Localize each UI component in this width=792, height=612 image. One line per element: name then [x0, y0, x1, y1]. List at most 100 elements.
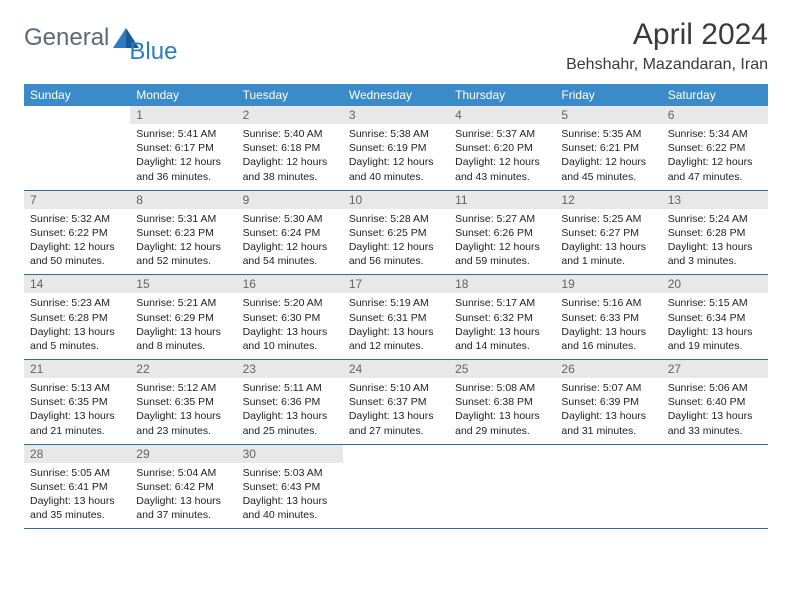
sunset-line: Sunset: 6:17 PM	[136, 141, 230, 155]
day-number-cell: 26	[555, 360, 661, 379]
sunset-line: Sunset: 6:22 PM	[668, 141, 762, 155]
day-number-cell: 11	[449, 190, 555, 209]
sunrise-line: Sunrise: 5:20 AM	[243, 296, 337, 310]
day-number-cell: 9	[237, 190, 343, 209]
day-content-cell: Sunrise: 5:20 AMSunset: 6:30 PMDaylight:…	[237, 293, 343, 359]
day-number-cell	[24, 106, 130, 124]
day-number-cell: 19	[555, 275, 661, 294]
sunrise-line: Sunrise: 5:24 AM	[668, 212, 762, 226]
day-number-cell: 30	[237, 444, 343, 463]
sunset-line: Sunset: 6:27 PM	[561, 226, 655, 240]
daylight-line: Daylight: 13 hours and 8 minutes.	[136, 325, 230, 353]
daylight-line: Daylight: 13 hours and 5 minutes.	[30, 325, 124, 353]
day-content-cell: Sunrise: 5:37 AMSunset: 6:20 PMDaylight:…	[449, 124, 555, 190]
sunset-line: Sunset: 6:26 PM	[455, 226, 549, 240]
sunrise-line: Sunrise: 5:15 AM	[668, 296, 762, 310]
sunrise-line: Sunrise: 5:23 AM	[30, 296, 124, 310]
day-number-cell: 17	[343, 275, 449, 294]
weekday-header: Wednesday	[343, 84, 449, 106]
day-number-cell: 25	[449, 360, 555, 379]
daylight-line: Daylight: 13 hours and 31 minutes.	[561, 409, 655, 437]
day-number-cell: 18	[449, 275, 555, 294]
sunset-line: Sunset: 6:33 PM	[561, 311, 655, 325]
day-content-cell	[24, 124, 130, 190]
sunrise-line: Sunrise: 5:04 AM	[136, 466, 230, 480]
sunset-line: Sunset: 6:35 PM	[136, 395, 230, 409]
day-number-cell: 14	[24, 275, 130, 294]
sunrise-line: Sunrise: 5:30 AM	[243, 212, 337, 226]
daylight-line: Daylight: 13 hours and 27 minutes.	[349, 409, 443, 437]
logo-text-general: General	[24, 24, 109, 52]
sunrise-line: Sunrise: 5:19 AM	[349, 296, 443, 310]
daylight-line: Daylight: 12 hours and 56 minutes.	[349, 240, 443, 268]
sunset-line: Sunset: 6:32 PM	[455, 311, 549, 325]
sunset-line: Sunset: 6:34 PM	[668, 311, 762, 325]
month-title: April 2024	[566, 18, 768, 52]
daylight-line: Daylight: 13 hours and 25 minutes.	[243, 409, 337, 437]
day-content-row: Sunrise: 5:41 AMSunset: 6:17 PMDaylight:…	[24, 124, 768, 190]
daylight-line: Daylight: 12 hours and 40 minutes.	[349, 155, 443, 183]
day-content-cell: Sunrise: 5:12 AMSunset: 6:35 PMDaylight:…	[130, 378, 236, 444]
daylight-line: Daylight: 13 hours and 33 minutes.	[668, 409, 762, 437]
sunrise-line: Sunrise: 5:35 AM	[561, 127, 655, 141]
sunrise-line: Sunrise: 5:05 AM	[30, 466, 124, 480]
daylight-line: Daylight: 12 hours and 45 minutes.	[561, 155, 655, 183]
daylight-line: Daylight: 13 hours and 10 minutes.	[243, 325, 337, 353]
day-content-cell	[662, 463, 768, 529]
sunrise-line: Sunrise: 5:16 AM	[561, 296, 655, 310]
day-number-cell	[343, 444, 449, 463]
day-content-cell: Sunrise: 5:19 AMSunset: 6:31 PMDaylight:…	[343, 293, 449, 359]
day-content-cell: Sunrise: 5:40 AMSunset: 6:18 PMDaylight:…	[237, 124, 343, 190]
day-number-cell: 2	[237, 106, 343, 124]
day-number-cell: 28	[24, 444, 130, 463]
sunset-line: Sunset: 6:37 PM	[349, 395, 443, 409]
day-number-cell: 8	[130, 190, 236, 209]
sunset-line: Sunset: 6:31 PM	[349, 311, 443, 325]
logo-text-blue: Blue	[129, 38, 177, 66]
day-content-row: Sunrise: 5:32 AMSunset: 6:22 PMDaylight:…	[24, 209, 768, 275]
sunrise-line: Sunrise: 5:37 AM	[455, 127, 549, 141]
day-content-cell: Sunrise: 5:23 AMSunset: 6:28 PMDaylight:…	[24, 293, 130, 359]
sunrise-line: Sunrise: 5:08 AM	[455, 381, 549, 395]
day-content-cell	[555, 463, 661, 529]
day-number-cell: 27	[662, 360, 768, 379]
weekday-header: Friday	[555, 84, 661, 106]
day-content-cell: Sunrise: 5:28 AMSunset: 6:25 PMDaylight:…	[343, 209, 449, 275]
day-number-row: 282930	[24, 444, 768, 463]
sunrise-line: Sunrise: 5:17 AM	[455, 296, 549, 310]
sunset-line: Sunset: 6:40 PM	[668, 395, 762, 409]
day-number-cell: 21	[24, 360, 130, 379]
sunset-line: Sunset: 6:19 PM	[349, 141, 443, 155]
day-content-cell: Sunrise: 5:16 AMSunset: 6:33 PMDaylight:…	[555, 293, 661, 359]
day-content-cell: Sunrise: 5:05 AMSunset: 6:41 PMDaylight:…	[24, 463, 130, 529]
day-number-cell	[662, 444, 768, 463]
weekday-header: Sunday	[24, 84, 130, 106]
sunset-line: Sunset: 6:39 PM	[561, 395, 655, 409]
day-number-cell: 16	[237, 275, 343, 294]
day-content-cell: Sunrise: 5:30 AMSunset: 6:24 PMDaylight:…	[237, 209, 343, 275]
day-content-cell: Sunrise: 5:27 AMSunset: 6:26 PMDaylight:…	[449, 209, 555, 275]
day-number-cell: 10	[343, 190, 449, 209]
day-content-cell: Sunrise: 5:07 AMSunset: 6:39 PMDaylight:…	[555, 378, 661, 444]
day-content-row: Sunrise: 5:13 AMSunset: 6:35 PMDaylight:…	[24, 378, 768, 444]
calendar-table: Sunday Monday Tuesday Wednesday Thursday…	[24, 84, 768, 529]
sunset-line: Sunset: 6:43 PM	[243, 480, 337, 494]
day-content-cell: Sunrise: 5:38 AMSunset: 6:19 PMDaylight:…	[343, 124, 449, 190]
day-content-cell	[449, 463, 555, 529]
sunrise-line: Sunrise: 5:25 AM	[561, 212, 655, 226]
day-content-cell: Sunrise: 5:15 AMSunset: 6:34 PMDaylight:…	[662, 293, 768, 359]
day-content-cell: Sunrise: 5:32 AMSunset: 6:22 PMDaylight:…	[24, 209, 130, 275]
day-content-cell: Sunrise: 5:13 AMSunset: 6:35 PMDaylight:…	[24, 378, 130, 444]
day-content-row: Sunrise: 5:05 AMSunset: 6:41 PMDaylight:…	[24, 463, 768, 529]
day-content-cell: Sunrise: 5:11 AMSunset: 6:36 PMDaylight:…	[237, 378, 343, 444]
sunrise-line: Sunrise: 5:32 AM	[30, 212, 124, 226]
sunrise-line: Sunrise: 5:03 AM	[243, 466, 337, 480]
daylight-line: Daylight: 12 hours and 36 minutes.	[136, 155, 230, 183]
day-content-cell: Sunrise: 5:03 AMSunset: 6:43 PMDaylight:…	[237, 463, 343, 529]
sunrise-line: Sunrise: 5:41 AM	[136, 127, 230, 141]
daylight-line: Daylight: 13 hours and 29 minutes.	[455, 409, 549, 437]
weekday-header: Saturday	[662, 84, 768, 106]
sunset-line: Sunset: 6:25 PM	[349, 226, 443, 240]
header: General Blue April 2024 Behshahr, Mazand…	[24, 18, 768, 74]
daylight-line: Daylight: 13 hours and 16 minutes.	[561, 325, 655, 353]
